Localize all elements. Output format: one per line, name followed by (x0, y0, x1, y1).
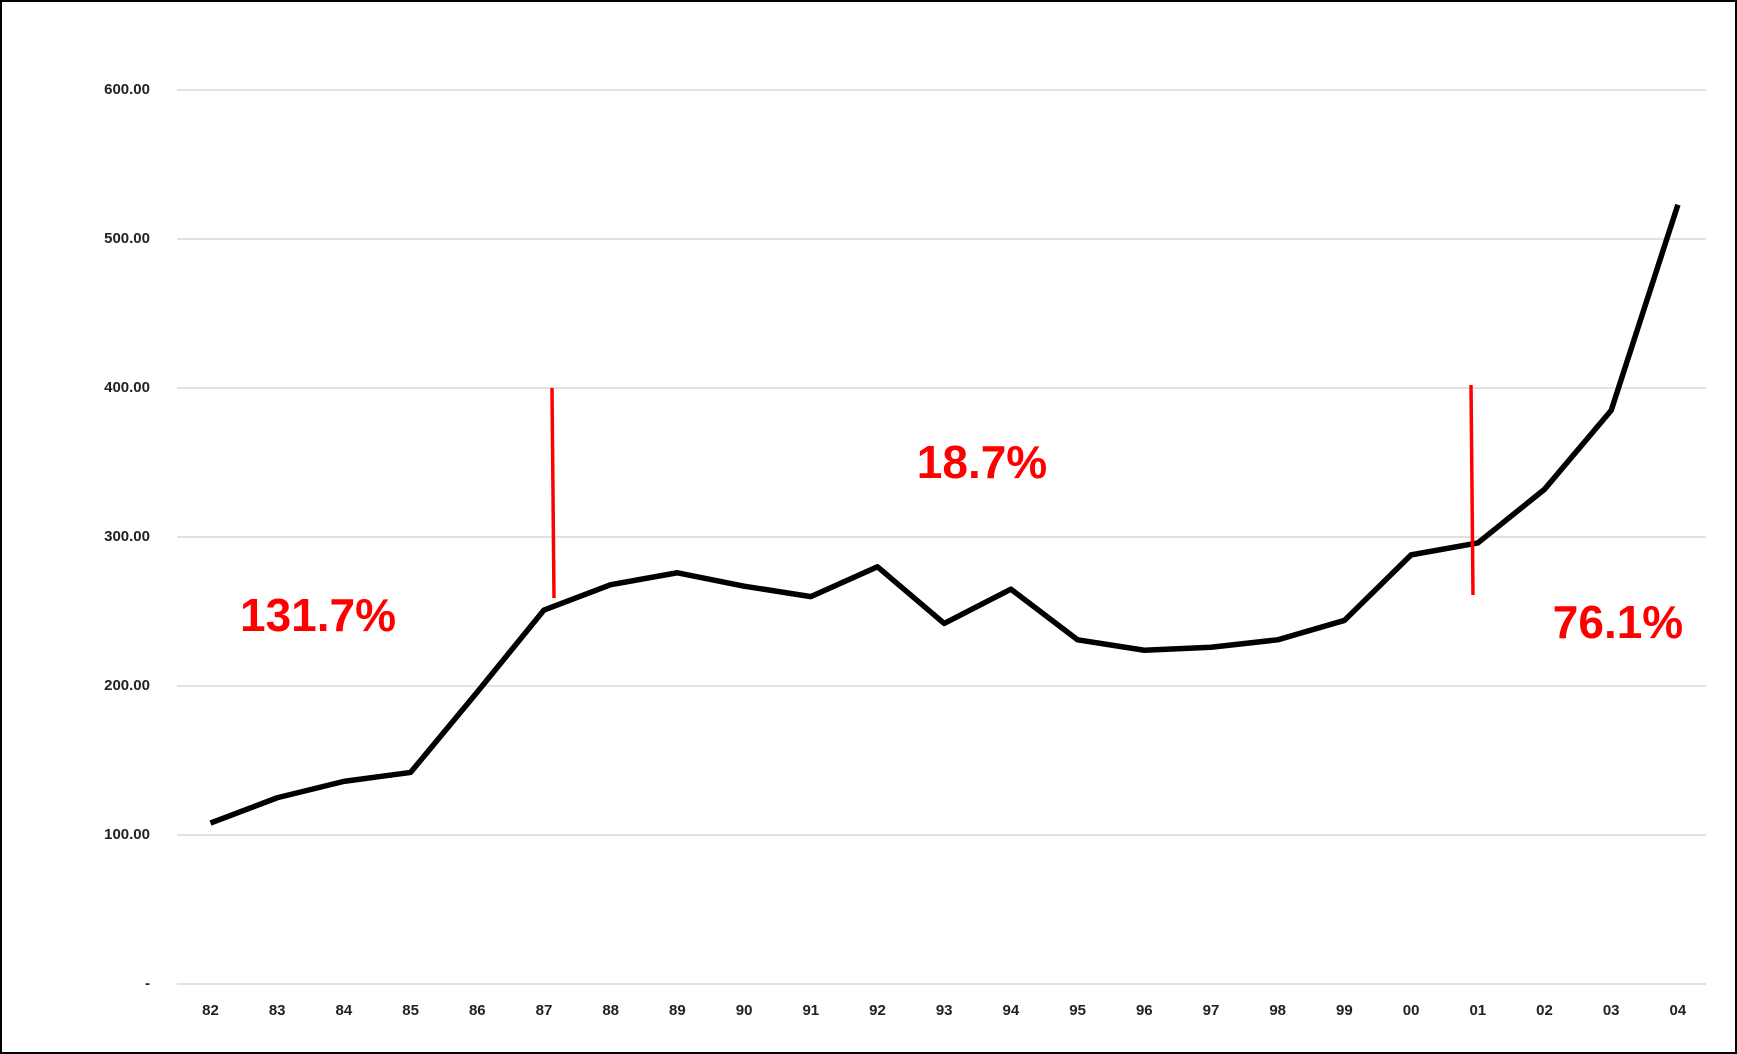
y-tick-label: 200.00 (104, 677, 150, 694)
x-tick-label: 92 (869, 1002, 886, 1019)
x-tick-label: 83 (269, 1002, 286, 1019)
divider-line (550, 387, 556, 599)
x-tick-label: 86 (469, 1002, 486, 1019)
x-tick-label: 91 (802, 1002, 819, 1019)
annotation: 18.7% (917, 436, 1047, 488)
x-tick-label: 88 (602, 1002, 619, 1019)
x-tick-label: 02 (1536, 1002, 1553, 1019)
x-tick-label: 98 (1269, 1002, 1286, 1019)
annotation: 131.7% (240, 589, 396, 641)
x-tick-label: 94 (1003, 1002, 1020, 1019)
x-tick-label: 84 (336, 1002, 353, 1019)
x-tick-label: 96 (1136, 1002, 1153, 1019)
y-tick-label: 500.00 (104, 230, 150, 247)
x-tick-label: 01 (1469, 1002, 1486, 1019)
x-tick-label: 97 (1203, 1002, 1220, 1019)
y-tick-label: 400.00 (104, 379, 150, 396)
x-tick-label: 87 (536, 1002, 553, 1019)
x-tick-label: 89 (669, 1002, 686, 1019)
x-tick-label: 00 (1403, 1002, 1420, 1019)
data-line (209, 203, 1681, 826)
y-tick-label: 300.00 (104, 528, 150, 545)
x-tick-label: 04 (1670, 1002, 1687, 1019)
x-tick-label: 90 (736, 1002, 753, 1019)
y-tick-label: 100.00 (104, 826, 150, 843)
divider-line (1469, 384, 1475, 596)
x-tick-label: 93 (936, 1002, 953, 1019)
x-tick-label: 95 (1069, 1002, 1086, 1019)
y-tick-label: - (145, 975, 150, 992)
x-tick-label: 82 (202, 1002, 219, 1019)
x-tick-label: 99 (1336, 1002, 1353, 1019)
x-tick-label: 85 (402, 1002, 419, 1019)
annotation: 76.1% (1553, 596, 1683, 648)
y-tick-label: 600.00 (104, 81, 150, 98)
x-tick-label: 03 (1603, 1002, 1620, 1019)
